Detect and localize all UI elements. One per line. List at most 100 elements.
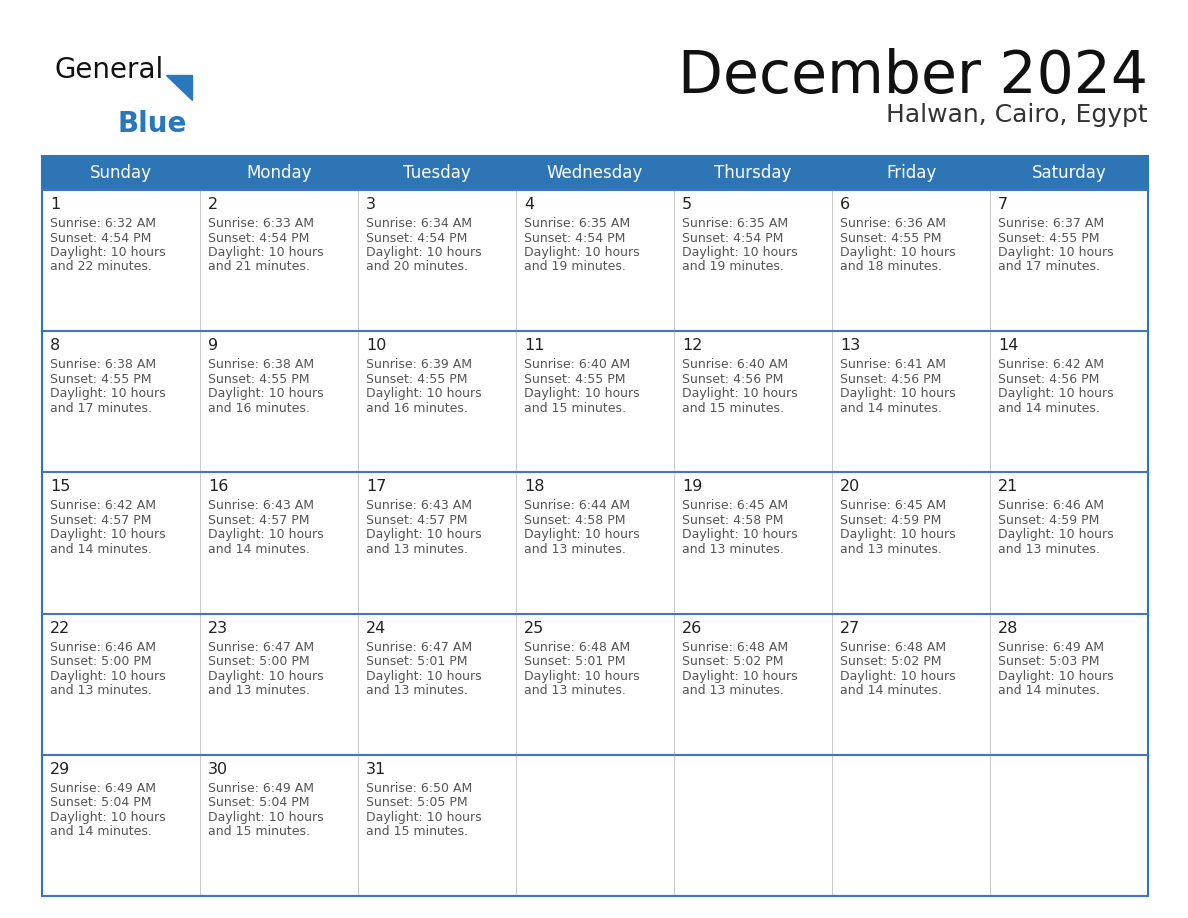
Text: Daylight: 10 hours: Daylight: 10 hours [682, 669, 797, 683]
Text: Sunrise: 6:35 AM: Sunrise: 6:35 AM [682, 217, 788, 230]
Text: Sunrise: 6:46 AM: Sunrise: 6:46 AM [998, 499, 1104, 512]
Text: Daylight: 10 hours: Daylight: 10 hours [366, 246, 481, 259]
Text: 21: 21 [998, 479, 1018, 495]
Text: Daylight: 10 hours: Daylight: 10 hours [208, 246, 323, 259]
Text: Sunday: Sunday [90, 164, 152, 182]
Text: Sunrise: 6:44 AM: Sunrise: 6:44 AM [524, 499, 630, 512]
Text: Sunset: 4:56 PM: Sunset: 4:56 PM [840, 373, 941, 386]
Text: Sunrise: 6:48 AM: Sunrise: 6:48 AM [840, 641, 946, 654]
Text: and 13 minutes.: and 13 minutes. [682, 684, 784, 697]
Text: and 19 minutes.: and 19 minutes. [524, 261, 626, 274]
Text: Sunset: 4:55 PM: Sunset: 4:55 PM [524, 373, 626, 386]
Text: Sunset: 4:57 PM: Sunset: 4:57 PM [50, 514, 152, 527]
Text: 29: 29 [50, 762, 70, 777]
Text: 30: 30 [208, 762, 228, 777]
Text: Sunrise: 6:49 AM: Sunrise: 6:49 AM [50, 782, 156, 795]
Text: Monday: Monday [246, 164, 311, 182]
Text: Sunset: 4:55 PM: Sunset: 4:55 PM [998, 231, 1100, 244]
Text: 28: 28 [998, 621, 1018, 635]
Text: 6: 6 [840, 197, 851, 212]
Text: Friday: Friday [886, 164, 936, 182]
Text: and 13 minutes.: and 13 minutes. [840, 543, 942, 556]
Text: Sunset: 4:57 PM: Sunset: 4:57 PM [366, 514, 468, 527]
Text: Tuesday: Tuesday [403, 164, 470, 182]
Text: Sunrise: 6:46 AM: Sunrise: 6:46 AM [50, 641, 156, 654]
Text: and 14 minutes.: and 14 minutes. [998, 684, 1100, 697]
Text: Daylight: 10 hours: Daylight: 10 hours [366, 529, 481, 542]
Text: Sunrise: 6:38 AM: Sunrise: 6:38 AM [208, 358, 314, 371]
Text: December 2024: December 2024 [678, 48, 1148, 105]
Text: 27: 27 [840, 621, 860, 635]
Text: and 13 minutes.: and 13 minutes. [682, 543, 784, 556]
Text: Sunrise: 6:38 AM: Sunrise: 6:38 AM [50, 358, 156, 371]
Text: 14: 14 [998, 338, 1018, 353]
Text: Sunset: 5:01 PM: Sunset: 5:01 PM [524, 655, 626, 668]
Text: Sunset: 4:55 PM: Sunset: 4:55 PM [208, 373, 310, 386]
Text: and 16 minutes.: and 16 minutes. [208, 402, 310, 415]
Text: and 18 minutes.: and 18 minutes. [840, 261, 942, 274]
Text: Daylight: 10 hours: Daylight: 10 hours [998, 669, 1113, 683]
Text: Daylight: 10 hours: Daylight: 10 hours [998, 246, 1113, 259]
Text: Sunset: 5:02 PM: Sunset: 5:02 PM [840, 655, 942, 668]
Text: General: General [55, 56, 164, 84]
Text: 26: 26 [682, 621, 702, 635]
Text: 7: 7 [998, 197, 1009, 212]
Text: and 14 minutes.: and 14 minutes. [840, 402, 942, 415]
Text: 9: 9 [208, 338, 219, 353]
Text: Thursday: Thursday [714, 164, 791, 182]
Text: Daylight: 10 hours: Daylight: 10 hours [524, 529, 639, 542]
Text: 22: 22 [50, 621, 70, 635]
Text: 24: 24 [366, 621, 386, 635]
Text: Sunrise: 6:47 AM: Sunrise: 6:47 AM [208, 641, 314, 654]
Text: Daylight: 10 hours: Daylight: 10 hours [840, 246, 955, 259]
Text: Sunset: 4:54 PM: Sunset: 4:54 PM [524, 231, 625, 244]
Text: 31: 31 [366, 762, 386, 777]
Text: Sunrise: 6:40 AM: Sunrise: 6:40 AM [682, 358, 788, 371]
Text: Sunrise: 6:45 AM: Sunrise: 6:45 AM [682, 499, 788, 512]
Text: Sunset: 4:58 PM: Sunset: 4:58 PM [682, 514, 784, 527]
Text: 10: 10 [366, 338, 386, 353]
Text: Daylight: 10 hours: Daylight: 10 hours [840, 529, 955, 542]
Text: Daylight: 10 hours: Daylight: 10 hours [50, 811, 165, 823]
Text: Daylight: 10 hours: Daylight: 10 hours [208, 529, 323, 542]
Text: Sunrise: 6:35 AM: Sunrise: 6:35 AM [524, 217, 630, 230]
Text: 5: 5 [682, 197, 693, 212]
Text: Blue: Blue [116, 110, 187, 138]
Text: Sunset: 4:54 PM: Sunset: 4:54 PM [682, 231, 783, 244]
Text: Sunset: 4:59 PM: Sunset: 4:59 PM [998, 514, 1099, 527]
Text: Sunset: 5:04 PM: Sunset: 5:04 PM [50, 796, 152, 810]
Text: Daylight: 10 hours: Daylight: 10 hours [366, 669, 481, 683]
Text: Daylight: 10 hours: Daylight: 10 hours [208, 387, 323, 400]
Text: and 14 minutes.: and 14 minutes. [50, 543, 152, 556]
Text: Daylight: 10 hours: Daylight: 10 hours [50, 669, 165, 683]
Text: and 13 minutes.: and 13 minutes. [998, 543, 1100, 556]
Text: Sunset: 4:56 PM: Sunset: 4:56 PM [682, 373, 783, 386]
Text: Daylight: 10 hours: Daylight: 10 hours [840, 387, 955, 400]
Text: Sunrise: 6:49 AM: Sunrise: 6:49 AM [998, 641, 1104, 654]
Text: Daylight: 10 hours: Daylight: 10 hours [50, 529, 165, 542]
Text: 3: 3 [366, 197, 375, 212]
Text: 2: 2 [208, 197, 219, 212]
Text: 18: 18 [524, 479, 544, 495]
Text: Daylight: 10 hours: Daylight: 10 hours [682, 529, 797, 542]
Text: Daylight: 10 hours: Daylight: 10 hours [840, 669, 955, 683]
Text: Daylight: 10 hours: Daylight: 10 hours [998, 529, 1113, 542]
Text: Sunset: 4:54 PM: Sunset: 4:54 PM [208, 231, 309, 244]
Text: Sunrise: 6:45 AM: Sunrise: 6:45 AM [840, 499, 946, 512]
Text: Sunset: 4:57 PM: Sunset: 4:57 PM [208, 514, 310, 527]
Bar [42, 156, 1148, 190]
Text: and 13 minutes.: and 13 minutes. [366, 543, 468, 556]
Text: Daylight: 10 hours: Daylight: 10 hours [50, 387, 165, 400]
Text: and 14 minutes.: and 14 minutes. [840, 684, 942, 697]
Text: 13: 13 [840, 338, 860, 353]
Text: Sunset: 4:55 PM: Sunset: 4:55 PM [840, 231, 942, 244]
Text: Daylight: 10 hours: Daylight: 10 hours [366, 811, 481, 823]
Text: Sunrise: 6:36 AM: Sunrise: 6:36 AM [840, 217, 946, 230]
Text: Sunrise: 6:32 AM: Sunrise: 6:32 AM [50, 217, 156, 230]
Text: Daylight: 10 hours: Daylight: 10 hours [50, 246, 165, 259]
Text: Halwan, Cairo, Egypt: Halwan, Cairo, Egypt [886, 103, 1148, 127]
Text: Sunrise: 6:33 AM: Sunrise: 6:33 AM [208, 217, 314, 230]
Text: 12: 12 [682, 338, 702, 353]
Text: 8: 8 [50, 338, 61, 353]
Text: and 15 minutes.: and 15 minutes. [366, 825, 468, 838]
